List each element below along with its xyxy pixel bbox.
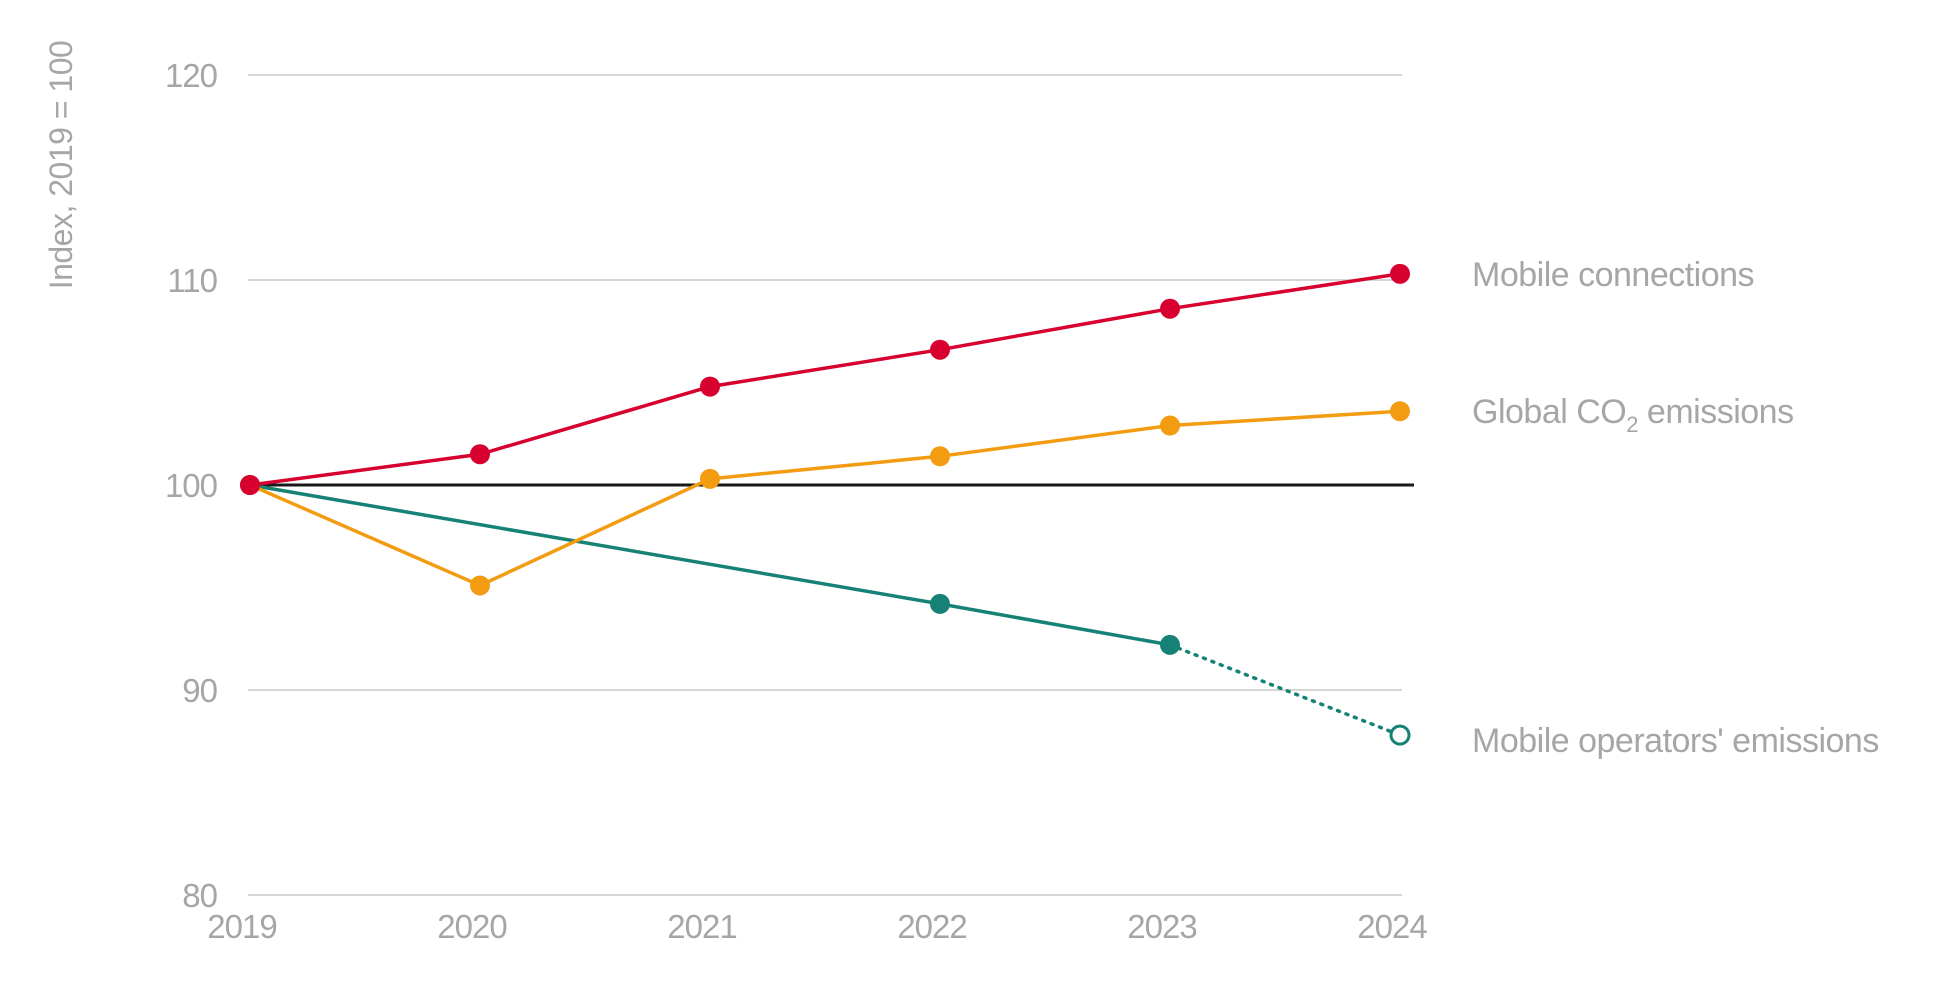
x-tick-labels: 2019 2020 2021 2022 2023 2024 xyxy=(207,908,1428,945)
y-tick-label: 110 xyxy=(167,262,217,299)
x-tick-label: 2021 xyxy=(667,908,736,945)
series-2-point xyxy=(700,468,720,489)
grid-lines xyxy=(248,74,1402,896)
series-3-projection-line xyxy=(1168,643,1392,733)
series-label-tail: emissions xyxy=(1638,393,1794,431)
series-2-point xyxy=(1390,401,1410,422)
series-3-point xyxy=(1389,724,1411,746)
series-2-line xyxy=(249,409,1401,588)
y-axis-label: Index, 2019 = 100 xyxy=(43,41,79,290)
x-tick-label: 2020 xyxy=(437,908,507,945)
y-tick-label: 100 xyxy=(165,467,218,504)
series-1-point xyxy=(930,339,950,360)
y-tick-label: 80 xyxy=(182,877,217,914)
series-3-point xyxy=(1160,634,1180,655)
series-2-point xyxy=(1160,415,1180,436)
series-1-line xyxy=(249,272,1401,487)
series-1-point xyxy=(470,444,490,465)
series-group xyxy=(240,263,1411,746)
series-label: Mobile operators' emissions xyxy=(1472,722,1879,760)
series-2-point xyxy=(930,446,950,467)
series-label-main: Global CO xyxy=(1472,393,1626,431)
series-3-line xyxy=(249,483,1171,647)
series-labels: Mobile connections Global CO2 emissions Mo… xyxy=(1472,256,1879,760)
y-tick-label: 120 xyxy=(165,57,218,94)
series-2-point xyxy=(470,575,490,596)
series-label: Global CO2 emissions xyxy=(1472,393,1794,437)
series-3-point xyxy=(930,593,950,614)
series-1-point xyxy=(1390,263,1410,284)
x-tick-label: 2023 xyxy=(1127,908,1196,945)
series-1-point xyxy=(700,376,720,397)
series-1-point xyxy=(240,475,260,495)
series-label: Mobile connections xyxy=(1472,256,1754,294)
x-tick-label: 2024 xyxy=(1357,908,1427,945)
series-1-point xyxy=(1160,298,1180,319)
x-tick-label: 2022 xyxy=(897,908,966,945)
series-label-subscript: 2 xyxy=(1626,412,1638,437)
y-tick-labels: 80 90 100 110 120 xyxy=(165,57,219,914)
y-tick-label: 90 xyxy=(182,672,217,709)
x-tick-label: 2019 xyxy=(207,908,276,945)
